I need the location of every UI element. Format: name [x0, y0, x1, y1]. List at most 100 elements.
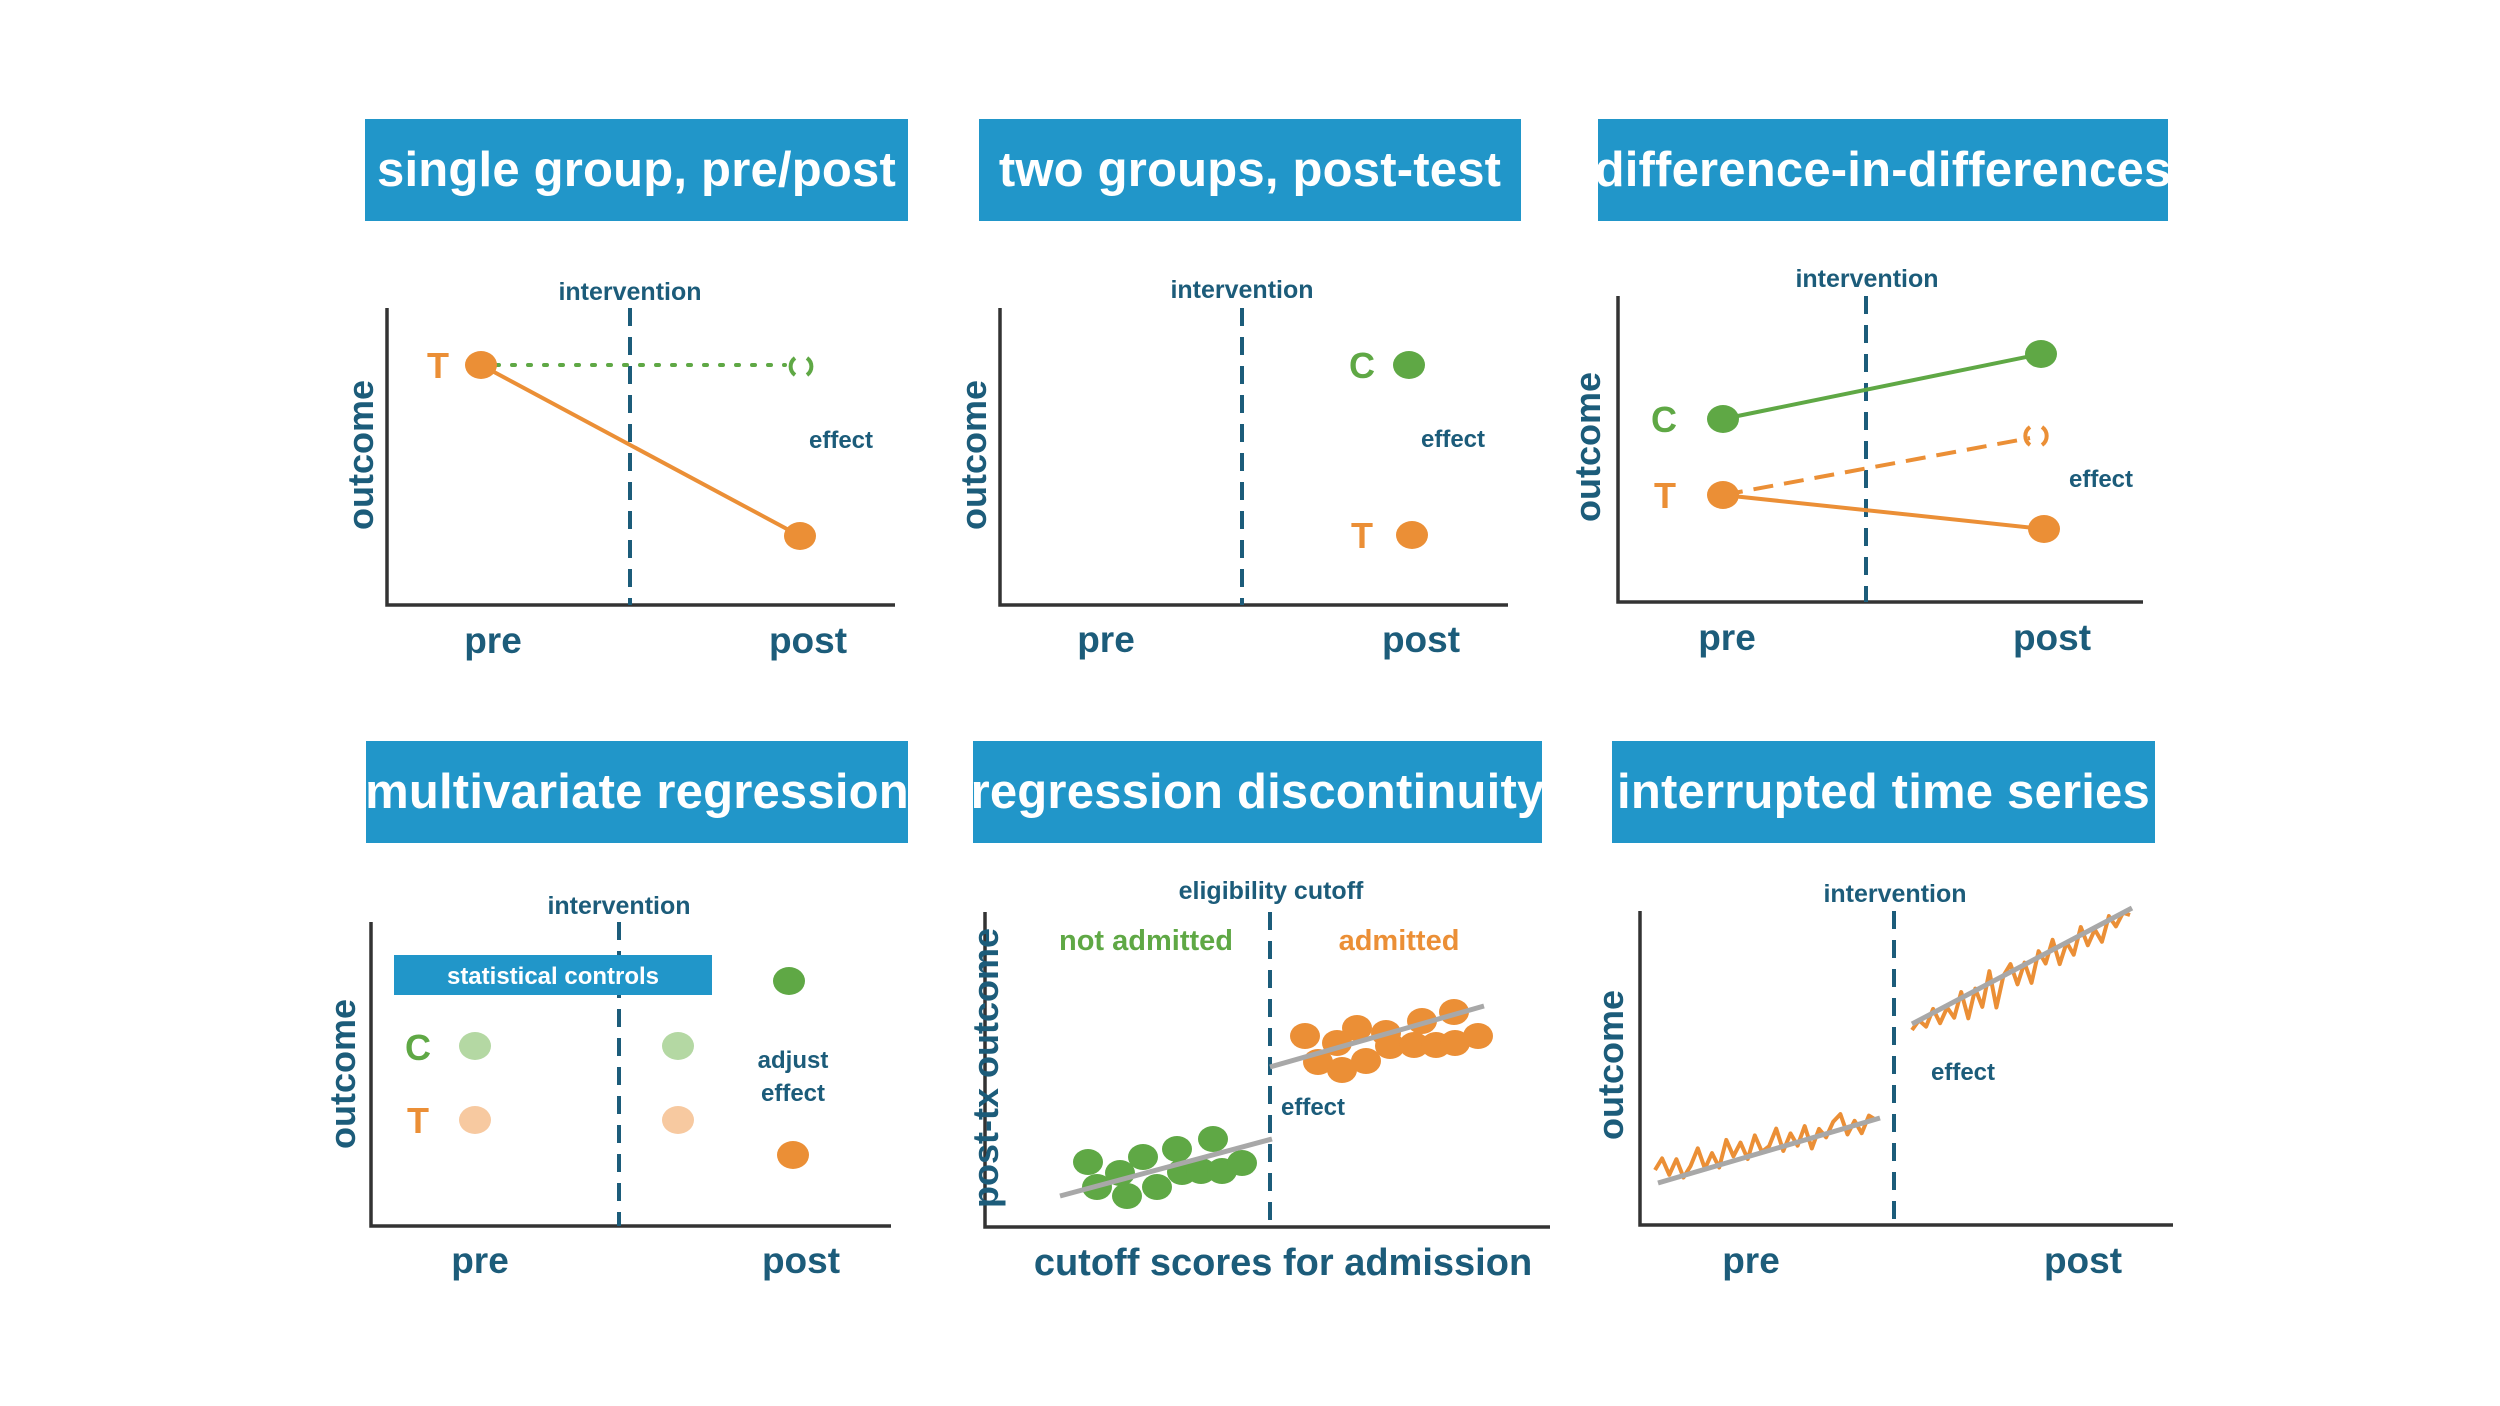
panel-regression-discontinuity: eligibility cutoff not admitted admitted… [965, 877, 1550, 1284]
group-t-label: T [407, 1100, 429, 1141]
admitted-point [1399, 1032, 1429, 1058]
x-label-pre: pre [464, 620, 522, 661]
axes [1616, 296, 2143, 604]
admitted-point [1327, 1057, 1357, 1083]
admitted-point [1440, 1030, 1470, 1056]
not-admitted-point [1162, 1136, 1192, 1162]
panel-title-single-group: single group, pre/post [365, 119, 908, 221]
y-axis-label: outcome [322, 999, 363, 1149]
treatment-post-point [2028, 515, 2060, 543]
not-admitted-point [1112, 1183, 1142, 1209]
trend-line-pre [1657, 1115, 1881, 1186]
axes [983, 912, 1550, 1229]
effect-label: effect [2069, 466, 2133, 493]
group-c-label: C [1651, 399, 1677, 440]
group-c-label: C [1349, 345, 1375, 386]
not-admitted-point [1227, 1150, 1257, 1176]
not-admitted-point [1073, 1149, 1103, 1175]
treatment-post-point [784, 522, 816, 550]
not-admitted-label: not admitted [1059, 925, 1233, 957]
x-label-post: post [762, 1240, 840, 1281]
intervention-label: intervention [1823, 880, 1966, 908]
axes [998, 308, 1508, 607]
panel-title-two-groups: two groups, post-test [979, 119, 1521, 221]
y-axis-label: outcome [340, 380, 381, 530]
treatment-post-point [1396, 521, 1428, 549]
panel-title-interrupted-time-series: interrupted time series [1612, 741, 2155, 843]
panel-interrupted-time-series: intervention outcome pre post effect [1590, 880, 2173, 1281]
fit-line-left [1059, 1136, 1273, 1199]
group-c-label: C [405, 1027, 431, 1068]
group-t-label: T [1654, 475, 1676, 516]
control-adjusted-point [662, 1032, 694, 1060]
panel-title-multivariate-regression: multivariate regression [365, 741, 909, 843]
x-label-post: post [2044, 1240, 2122, 1281]
intervention-label: intervention [1170, 276, 1313, 304]
effect-label: effect [1421, 426, 1485, 453]
x-label-pre: pre [1722, 1240, 1780, 1281]
panel-title-regression-discontinuity: regression discontinuity [971, 741, 1544, 843]
panel-multivariate-regression: intervention statistical controls outcom… [322, 892, 891, 1281]
x-label-post: post [2013, 617, 2091, 658]
counterfactual-point-right [2040, 425, 2049, 447]
x-label-post: post [1382, 619, 1460, 660]
treatment-pre-point [1707, 481, 1739, 509]
statistical-controls-label: statistical controls [447, 963, 659, 990]
group-t-label: T [1351, 515, 1373, 556]
treatment-adjusted-point [662, 1106, 694, 1134]
effect-label: effect [1931, 1059, 1995, 1086]
control-pre-point [459, 1032, 491, 1060]
control-post-point [773, 967, 805, 995]
counterfactual-line [1722, 436, 2031, 497]
trend-line-post [1910, 905, 2134, 1027]
effect-label: effect [809, 427, 873, 454]
counterfactual-point-left [2023, 425, 2032, 447]
x-label-pre: pre [1698, 617, 1756, 658]
treatment-post-point [777, 1141, 809, 1169]
treatment-pre-point [459, 1106, 491, 1134]
treatment-pre-point [465, 351, 497, 379]
intervention-label: intervention [558, 278, 701, 306]
counterfactual-point-left [788, 356, 797, 377]
not-admitted-point [1128, 1144, 1158, 1170]
axes [1638, 911, 2173, 1227]
axes [369, 922, 891, 1228]
panel-title-diff-in-diff: difference-in-differences [1595, 119, 2171, 221]
panel-single-group: intervention outcome pre post T effect [340, 278, 895, 661]
cutoff-label: eligibility cutoff [1179, 877, 1364, 905]
y-axis-label: outcome [1567, 372, 1608, 522]
counterfactual-point-right [805, 356, 814, 377]
adjust-label: adjust [758, 1047, 829, 1074]
intervention-label: intervention [1795, 265, 1938, 293]
group-t-label: T [427, 345, 449, 386]
pre-series-line [1653, 1112, 1878, 1180]
not-admitted-point [1186, 1158, 1216, 1184]
post-series-line [1910, 910, 2131, 1032]
control-pre-point [1707, 405, 1739, 433]
y-axis-label: post-tx outcome [965, 928, 1006, 1208]
treatment-line [1722, 493, 2045, 531]
panel-two-groups: intervention outcome pre post C effect T [953, 276, 1508, 660]
axes [385, 308, 895, 607]
control-post-point [2025, 340, 2057, 368]
y-axis-label: outcome [953, 380, 994, 530]
admitted-point [1463, 1023, 1493, 1049]
control-line [1722, 352, 2042, 421]
x-label-pre: pre [1077, 619, 1135, 660]
intervention-label: intervention [547, 892, 690, 920]
control-post-point [1393, 351, 1425, 379]
y-axis-label: outcome [1590, 990, 1631, 1140]
x-label-pre: pre [451, 1240, 509, 1281]
admitted-point [1375, 1033, 1405, 1059]
not-admitted-point [1198, 1126, 1228, 1152]
admitted-points [1290, 999, 1493, 1083]
panel-diff-in-diff: intervention outcome pre post C T effect [1567, 265, 2143, 658]
treatment-line [480, 363, 801, 538]
effect-label: effect [1281, 1094, 1345, 1121]
adjust-effect-label: effect [761, 1080, 825, 1107]
not-admitted-point [1142, 1174, 1172, 1200]
admitted-point [1351, 1048, 1381, 1074]
admitted-label: admitted [1339, 925, 1460, 957]
